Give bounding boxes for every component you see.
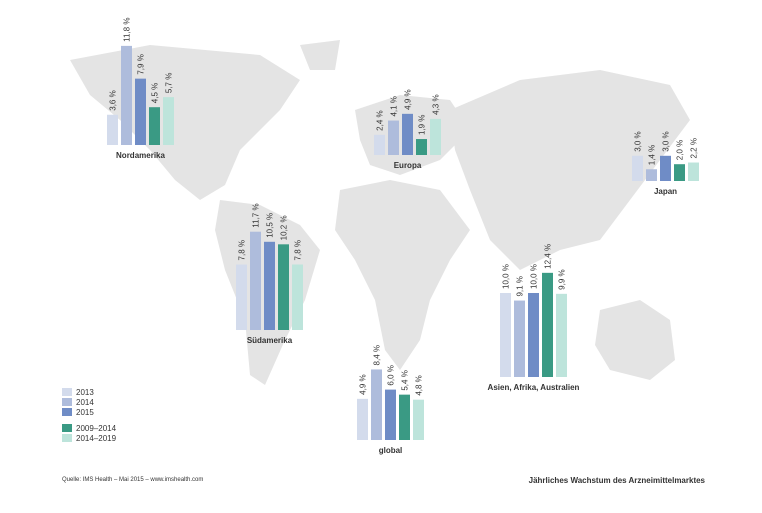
value-label: 4,8 % [415, 375, 424, 395]
legend-label: 2014–2019 [76, 434, 117, 443]
value-label: 10,0 % [530, 264, 539, 289]
value-label: 5,7 % [165, 73, 174, 93]
bar [430, 118, 441, 155]
legend-swatch [62, 398, 72, 406]
bar [674, 164, 685, 181]
legend-swatch [62, 424, 72, 432]
bar [542, 272, 553, 377]
value-label: 2,0 % [676, 140, 685, 160]
region-label: Nordamerika [116, 151, 165, 160]
bar [357, 398, 368, 440]
region-label: Japan [654, 187, 677, 196]
bar [135, 78, 146, 145]
legend-label: 2014 [76, 398, 94, 407]
value-label: 2,4 % [376, 110, 385, 130]
value-label: 4,9 % [404, 89, 413, 109]
bar [236, 264, 247, 330]
bar [500, 293, 511, 377]
bar [292, 264, 303, 330]
bar [374, 134, 385, 155]
value-label: 10,2 % [280, 215, 289, 240]
bar [399, 394, 410, 440]
world-map [70, 40, 690, 385]
region-label: Asien, Afrika, Australien [488, 383, 580, 392]
value-label: 8,4 % [373, 345, 382, 365]
region-label: Südamerika [247, 336, 293, 345]
bar [385, 389, 396, 440]
value-label: 10,0 % [502, 264, 511, 289]
legend-label: 2009–2014 [76, 424, 117, 433]
caption: Jährliches Wachstum des Arzneimittelmark… [529, 476, 706, 485]
value-label: 9,1 % [516, 276, 525, 296]
value-label: 4,9 % [359, 374, 368, 394]
value-label: 7,9 % [137, 54, 146, 74]
value-label: 12,4 % [544, 244, 553, 269]
value-label: 1,4 % [648, 145, 657, 165]
value-label: 2,2 % [690, 138, 699, 158]
bar [264, 241, 275, 330]
legend-label: 2013 [76, 388, 94, 397]
bar [416, 139, 427, 155]
bar [250, 231, 261, 330]
value-label: 6,0 % [387, 365, 396, 385]
value-label: 5,4 % [401, 370, 410, 390]
bar [149, 107, 160, 145]
region-label: global [379, 446, 403, 455]
value-label: 3,6 % [109, 90, 118, 110]
legend-label: 2015 [76, 408, 94, 417]
value-label: 11,7 % [252, 203, 261, 227]
value-label: 7,8 % [294, 240, 303, 260]
value-label: 1,9 % [418, 115, 427, 135]
value-label: 3,0 % [634, 131, 643, 151]
bar [388, 120, 399, 155]
value-label: 3,0 % [662, 131, 671, 151]
legend-swatch [62, 388, 72, 396]
bar [371, 369, 382, 440]
bar [278, 244, 289, 330]
bar [528, 293, 539, 377]
bar [632, 155, 643, 181]
value-label: 10,5 % [266, 213, 275, 238]
bar [413, 399, 424, 440]
bar [107, 114, 118, 145]
legend-swatch [62, 408, 72, 416]
bar [163, 97, 174, 145]
legend-swatch [62, 434, 72, 442]
bar [402, 113, 413, 155]
value-label: 4,3 % [432, 94, 441, 114]
bar [646, 169, 657, 181]
value-label: 4,1 % [390, 96, 399, 116]
value-label: 11,8 % [123, 18, 132, 42]
value-label: 7,8 % [238, 240, 247, 260]
bar [556, 293, 567, 377]
region-label: Europa [394, 161, 422, 170]
value-label: 4,5 % [151, 83, 160, 103]
bar [660, 155, 671, 181]
value-label: 9,9 % [558, 269, 567, 289]
bar [121, 45, 132, 145]
bar [514, 300, 525, 377]
bar [688, 162, 699, 181]
source: Quelle: IMS Health – Mai 2015 – www.imsh… [62, 477, 203, 483]
